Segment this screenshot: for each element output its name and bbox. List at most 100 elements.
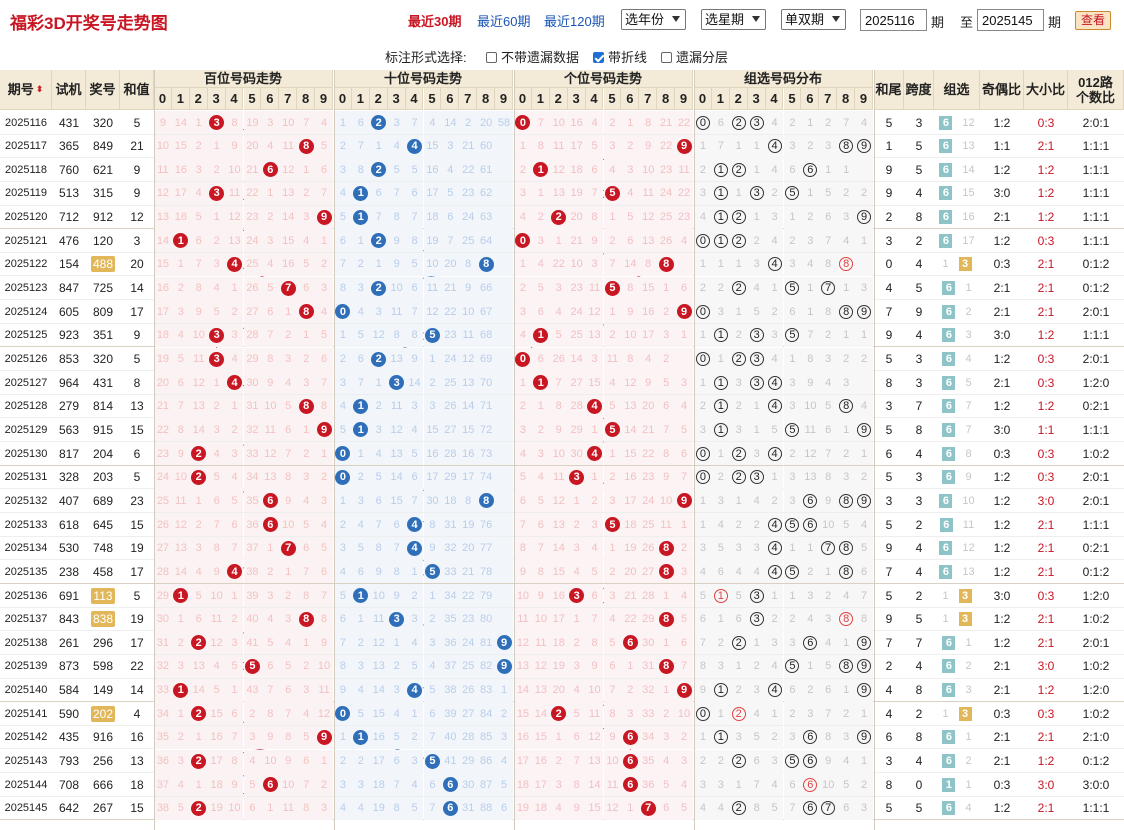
miss-value: 34 <box>156 707 170 720</box>
group-cell: 3 <box>694 181 712 205</box>
range-30-link[interactable]: 最近30期 <box>408 14 462 29</box>
range-60-link[interactable]: 最近60期 <box>477 14 531 29</box>
checkbox-icon[interactable] <box>486 52 497 63</box>
drawn-ball: 4 <box>227 375 243 391</box>
miss-cell: 6 <box>261 654 280 678</box>
group-cell: 2 <box>855 465 873 489</box>
miss-value: 87 <box>480 778 493 791</box>
miss-value: 4 <box>843 755 850 768</box>
miss-value: 10 <box>570 258 583 271</box>
miss-cell: 3 <box>261 584 280 607</box>
issue-header[interactable]: 期号 ⬍ <box>0 70 52 110</box>
drawn-ball: 5 <box>604 185 620 201</box>
miss-cell: 4 <box>207 276 226 300</box>
miss-value: 21 <box>660 116 673 129</box>
miss-value: 7 <box>447 234 454 247</box>
miss-cell: 5 <box>423 323 442 347</box>
miss-value: 6 <box>825 684 832 697</box>
miss-value: 13 <box>462 376 475 389</box>
week-select[interactable]: 选星期 <box>701 9 766 30</box>
miss-value: 1 <box>860 234 868 247</box>
group-cell: 8 <box>837 252 856 276</box>
miss-cell: 8 <box>279 465 298 489</box>
group-cell: 1 <box>801 300 820 324</box>
miss-value: 1 <box>375 258 382 271</box>
miss-value: 9 <box>825 494 832 507</box>
miss-value: 4 <box>213 282 220 295</box>
group-cell: 4 <box>819 631 838 655</box>
group-cell: 2 <box>747 513 766 537</box>
miss-cell: 8 <box>657 607 676 631</box>
miss-cell: 14 <box>189 418 208 442</box>
group-type-cell: 6 15 <box>934 182 980 205</box>
miss-value: 8 <box>339 660 346 673</box>
sum-tail-cell: 5 <box>885 801 893 816</box>
miss-cell: 7 <box>189 252 208 276</box>
miss-cell: 3 <box>621 702 640 726</box>
award-number: 689 <box>92 493 114 508</box>
sort-icon[interactable]: ⬍ <box>35 84 44 94</box>
miss-cell: 4 <box>603 158 622 182</box>
miss-cell: 13 <box>387 347 406 371</box>
miss-value: 5 <box>447 187 454 200</box>
miss-value: 22 <box>462 589 475 602</box>
parity-select[interactable]: 单双期 <box>781 9 846 30</box>
miss-value: 5 <box>303 258 310 271</box>
miss-value: 4 <box>573 684 580 697</box>
miss-cell: 7 <box>405 300 424 324</box>
digit-header: 7 <box>279 88 298 110</box>
checkbox-checked-icon[interactable] <box>593 52 604 63</box>
award-number: 320 <box>92 115 114 130</box>
group-ball: 0 <box>695 446 710 461</box>
miss-value: 4 <box>843 234 850 247</box>
miss-cell: 0 <box>514 111 532 134</box>
miss-value: 3 <box>680 565 688 578</box>
group-cell: 2 <box>729 796 748 820</box>
from-issue-input[interactable] <box>860 9 927 31</box>
miss-cell <box>675 252 693 276</box>
range-120-link[interactable]: 最近120期 <box>544 14 605 29</box>
miss-value: 3 <box>735 376 742 389</box>
trial-cell: 435 <box>58 730 80 745</box>
option-polyline[interactable]: 带折线 <box>593 47 647 66</box>
miss-cell: 8 <box>171 418 190 442</box>
miss-value: 4 <box>267 258 274 271</box>
to-issue-input[interactable] <box>977 9 1044 31</box>
award-cell: 849 <box>86 135 120 158</box>
miss-value: 3 <box>807 707 814 720</box>
option-miss-layer[interactable]: 遗漏分层 <box>661 47 728 66</box>
miss-cell: 5 <box>657 773 676 797</box>
miss-cell: 11 <box>189 347 208 371</box>
miss-cell: 1 <box>549 229 568 253</box>
miss-value: 9 <box>465 282 472 295</box>
miss-value: 3 <box>447 140 454 153</box>
miss-cell: 6 <box>189 607 208 631</box>
sum-tail-cell: 1 <box>885 139 893 154</box>
miss-value: 2 <box>807 684 814 697</box>
miss-cell: 3 <box>423 394 442 418</box>
miss-value: 10 <box>822 778 835 791</box>
miss-cell: 15 <box>514 702 532 726</box>
miss-value: 19 <box>570 187 583 200</box>
checkbox-icon[interactable] <box>661 52 672 63</box>
group-cell: 3 <box>729 418 748 442</box>
miss-cell: 6 <box>279 678 298 702</box>
miss-value: 6 <box>429 707 436 720</box>
miss-value: 26 <box>156 518 170 531</box>
group-cell: 5 <box>747 300 766 324</box>
miss-cell: 1 <box>369 252 388 276</box>
year-select[interactable]: 选年份 <box>621 9 686 30</box>
miss-cell <box>495 181 513 205</box>
query-button[interactable]: 查看 <box>1075 11 1111 30</box>
group-miss: 7 <box>965 423 972 436</box>
group-ball: 8 <box>839 612 854 627</box>
miss-value: 14 <box>444 116 457 129</box>
miss-cell: 4 <box>225 371 244 395</box>
miss-value: 6 <box>285 684 292 697</box>
option-no-miss[interactable]: 不带遗漏数据 <box>486 47 579 66</box>
odd-even-cell: 2:1 <box>993 683 1011 698</box>
miss-value: 8 <box>753 802 760 815</box>
miss-cell: 21 <box>639 418 658 442</box>
miss-cell: 17 <box>171 181 190 205</box>
miss-value: 5 <box>609 400 616 413</box>
